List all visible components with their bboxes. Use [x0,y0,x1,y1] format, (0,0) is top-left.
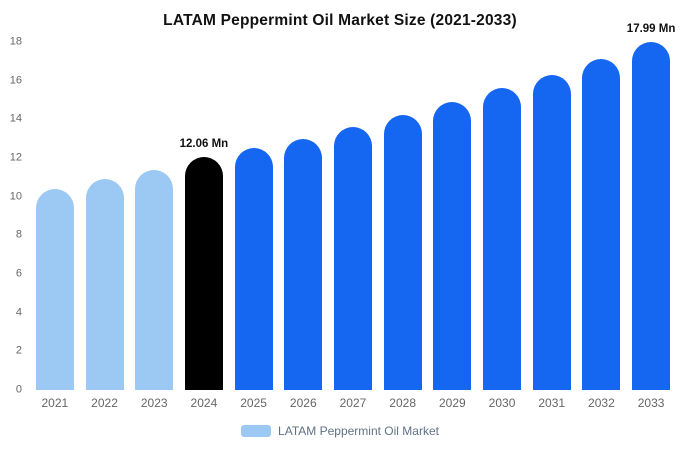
x-tick-label: 2027 [339,396,367,410]
x-tick-label: 2032 [588,396,615,410]
bar-2026[interactable] [284,138,323,390]
bar-2027[interactable] [333,127,372,390]
y-tick-label: 10 [9,190,22,203]
bar-2033[interactable] [632,42,671,390]
bar-slot [328,42,378,390]
bar-slot [428,42,478,390]
x-tick-label: 2025 [240,396,267,410]
bar-2029[interactable] [433,101,472,390]
bar-slot [229,42,279,390]
bar-2031[interactable] [532,74,571,390]
bar-slot: 17.99 Mn [626,23,676,390]
y-tick-label: 4 [15,306,22,319]
bar-2028[interactable] [383,115,422,390]
bar-2021[interactable] [35,188,74,390]
bar-data-label: 17.99 Mn [626,23,676,36]
bar-slot [80,42,130,390]
y-tick-label: 16 [9,74,22,87]
y-tick-label: 0 [15,383,22,396]
bar-slot [378,42,428,390]
y-tick-label: 6 [15,267,22,280]
x-tick-label: 2022 [91,396,118,410]
bar-slot [577,42,627,390]
bar-slot [527,42,577,390]
y-tick-label: 12 [9,151,22,164]
y-axis: 0 2 4 6 8 10 12 14 16 18 [0,36,26,395]
y-tick-label: 8 [15,228,22,241]
x-tick-label: 2029 [438,396,466,410]
x-tick-label: 2024 [190,396,218,410]
bar-data-label: 12.06 Mn [179,137,229,150]
bar-2032[interactable] [582,59,621,390]
bar-2024[interactable] [184,156,223,390]
bar-2022[interactable] [85,179,124,390]
bar-slot [477,42,527,390]
bar-slot [30,42,80,390]
y-tick-label: 18 [9,35,22,48]
legend[interactable]: LATAM Peppermint Oil Market [0,424,680,438]
legend-swatch-icon [241,425,272,437]
x-axis: 2021 2022 2023 2024 2025 2026 2027 2028 2029 2030… [30,396,676,410]
x-tick-label: 2033 [637,396,665,410]
x-tick-label: 2023 [140,396,168,410]
plot-area: 12.06 Mn 17.99 Mn [30,23,676,390]
bars-container: 12.06 Mn 17.99 Mn [30,23,676,390]
bar-slot [278,42,328,390]
x-tick-label: 2021 [41,396,69,410]
legend-label: LATAM Peppermint Oil Market [278,424,439,438]
y-tick-label: 2 [15,344,22,357]
bar-2025[interactable] [234,148,273,390]
bar-2030[interactable] [483,88,522,390]
y-tick-label: 14 [9,112,22,125]
bar-slot [129,42,179,390]
chart-title: LATAM Peppermint Oil Market Size (2021-2… [163,12,517,29]
x-tick-label: 2031 [538,396,566,410]
bar-slot: 12.06 Mn [179,42,229,390]
x-tick-label: 2026 [289,396,317,410]
x-tick-label: 2030 [488,396,516,410]
bar-2023[interactable] [135,169,174,390]
x-tick-label: 2028 [389,396,416,410]
